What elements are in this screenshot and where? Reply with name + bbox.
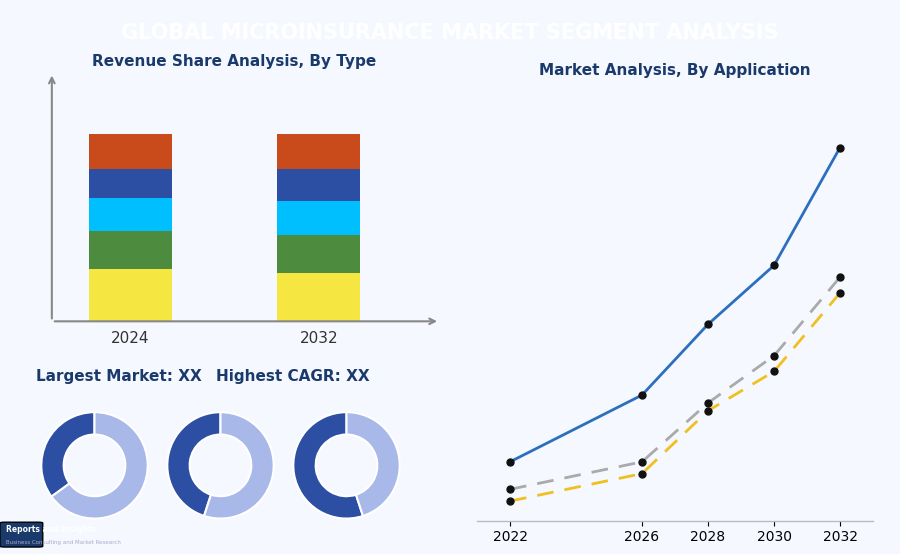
- Wedge shape: [293, 412, 363, 519]
- Title: Market Analysis, By Application: Market Analysis, By Application: [539, 63, 811, 78]
- Wedge shape: [51, 412, 148, 519]
- Bar: [277, 235, 360, 273]
- Bar: [89, 198, 172, 232]
- Text: Largest Market: XX: Largest Market: XX: [36, 369, 202, 384]
- Bar: [89, 232, 172, 269]
- Wedge shape: [204, 412, 274, 519]
- Text: Reports and Insights: Reports and Insights: [5, 525, 95, 534]
- Bar: [89, 134, 172, 170]
- Wedge shape: [346, 412, 400, 516]
- Bar: [89, 170, 172, 198]
- Bar: [277, 273, 360, 321]
- Bar: [277, 170, 360, 201]
- Title: Revenue Share Analysis, By Type: Revenue Share Analysis, By Type: [92, 54, 376, 69]
- Text: Highest CAGR: XX: Highest CAGR: XX: [216, 369, 370, 384]
- Text: Business Consulting and Market Research: Business Consulting and Market Research: [5, 541, 121, 546]
- Bar: [89, 269, 172, 321]
- Text: GLOBAL MICROINSURANCE MARKET SEGMENT ANALYSIS: GLOBAL MICROINSURANCE MARKET SEGMENT ANA…: [122, 23, 778, 43]
- Bar: [277, 134, 360, 170]
- Wedge shape: [41, 412, 94, 496]
- Bar: [277, 201, 360, 235]
- Wedge shape: [167, 412, 220, 516]
- FancyBboxPatch shape: [0, 522, 43, 547]
